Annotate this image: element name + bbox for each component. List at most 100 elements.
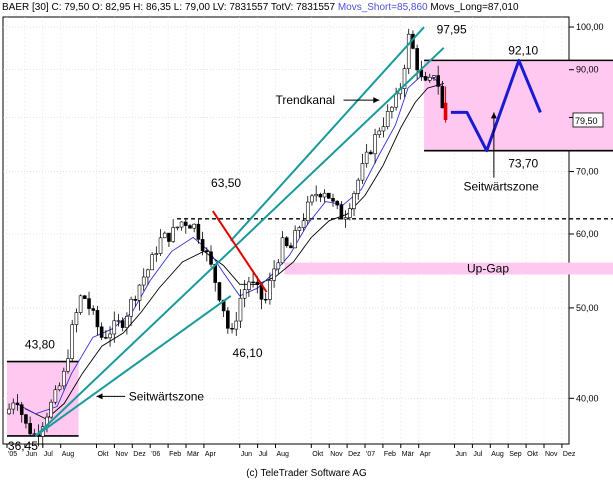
x-tick-label: Aug <box>277 451 290 458</box>
candle-body <box>381 126 386 132</box>
x-tick-label: Jun <box>456 451 467 458</box>
candle-body <box>268 280 272 300</box>
candle-body <box>326 192 331 199</box>
candle-body <box>322 192 327 198</box>
candle-body <box>61 370 66 387</box>
trend-overlays <box>34 26 542 437</box>
candle-body <box>32 433 37 435</box>
candle-body <box>116 320 121 322</box>
candle-body <box>238 297 243 322</box>
candle-body <box>53 389 58 403</box>
price-annotation: 73,70 <box>508 157 538 171</box>
candle-body <box>301 220 306 228</box>
candle-body <box>255 281 260 286</box>
candle-body <box>78 295 83 313</box>
header-movs-long: Movs_Long=87,010 <box>430 2 519 13</box>
candle-body <box>57 385 62 391</box>
up-gap-band <box>284 262 613 275</box>
zone-arrowhead <box>490 112 497 119</box>
x-tick-label: Jun <box>26 451 37 458</box>
candle-body <box>74 312 79 325</box>
x-tick-label: Okt <box>527 451 538 458</box>
x-tick-label: Nov <box>115 451 128 458</box>
candle-body <box>15 402 20 406</box>
candle-body <box>226 310 230 329</box>
y-tick-label: 60,00 <box>576 229 599 239</box>
x-tick-label: Dez <box>563 451 576 458</box>
candle-body <box>423 76 428 81</box>
candle-body <box>28 423 32 435</box>
candle-body <box>289 245 293 249</box>
candle-body <box>120 320 125 328</box>
candle-body <box>427 76 432 81</box>
sideways-zone <box>424 60 613 151</box>
candle-body <box>234 320 239 330</box>
candle-body <box>209 251 213 265</box>
y-tick-label: 90,00 <box>576 65 599 75</box>
candle-body <box>167 232 171 242</box>
candle-body <box>373 134 377 155</box>
candle-body <box>200 239 205 251</box>
x-tick-label: '07 <box>366 451 375 458</box>
candle-body <box>19 404 24 415</box>
x-tick-label: Dez <box>348 451 361 458</box>
candle-body <box>205 250 209 253</box>
candle-body <box>343 217 348 220</box>
x-tick-label: Mär <box>402 451 415 458</box>
x-tick-label: Apr <box>205 451 217 458</box>
x-tick-label: Jun <box>241 451 252 458</box>
candle-body <box>280 237 285 264</box>
candle-body <box>356 179 361 194</box>
candle-body <box>360 163 365 181</box>
candle-body <box>91 308 96 311</box>
candle-body <box>66 358 70 372</box>
price-annotation: 46,10 <box>233 346 263 360</box>
candle-body <box>150 254 154 271</box>
candle-body <box>171 227 175 242</box>
candle-body <box>49 401 53 418</box>
y-tick-label: 50,00 <box>576 303 599 313</box>
candle-body <box>217 282 222 301</box>
channel-label: Trendkanal <box>276 93 336 107</box>
candle-body <box>129 298 133 317</box>
candle-body <box>196 223 201 240</box>
downtrend-line <box>212 210 268 293</box>
price-annotation: 63,50 <box>211 176 241 190</box>
candle-body <box>183 221 188 226</box>
candle-body <box>175 226 180 229</box>
x-tick-label: Aug <box>491 451 504 458</box>
x-axis: '05 Jun Jul Aug Okt Nov Dez '06 Feb Mär Apr Jun Jul A… <box>6 444 576 458</box>
candle-body <box>284 237 289 247</box>
candle-body <box>99 326 104 338</box>
price-annotation: 43,80 <box>25 338 55 352</box>
up-gap-label: Up-Gap <box>467 262 509 276</box>
x-tick-label: Nov <box>545 451 558 458</box>
candle-body <box>436 75 440 87</box>
candle-body <box>188 225 192 229</box>
candle-body <box>440 86 445 109</box>
x-tick-label: Nov <box>330 451 343 458</box>
candle-body <box>402 68 407 90</box>
candle-body <box>24 414 28 424</box>
x-tick-label: Feb <box>169 451 181 458</box>
x-tick-label: Apr <box>420 451 432 458</box>
x-tick-label: Jul <box>473 451 482 458</box>
x-tick-label: Dez <box>133 451 146 458</box>
chart-header: BAER [30] C: 79,50 O: 82,95 H: 86,35 L: … <box>2 2 519 16</box>
candle-body <box>137 284 142 301</box>
candle-body <box>154 253 159 255</box>
candle-body <box>251 281 255 284</box>
x-tick-label: Jul <box>259 451 268 458</box>
last-candle-body <box>443 102 448 120</box>
candle-body <box>390 106 394 112</box>
candle-body <box>314 194 318 197</box>
candle-body <box>141 276 146 286</box>
header-movs-short: Movs_Short=85,860 <box>337 2 428 13</box>
early-trend-line <box>35 295 232 437</box>
copyright-footer: (c) TeleTrader Software AG <box>246 468 367 479</box>
candle-body <box>87 298 91 309</box>
candle-body <box>179 221 184 228</box>
candle-body <box>293 230 297 249</box>
candle-body <box>272 268 276 281</box>
candle-body <box>83 295 87 299</box>
